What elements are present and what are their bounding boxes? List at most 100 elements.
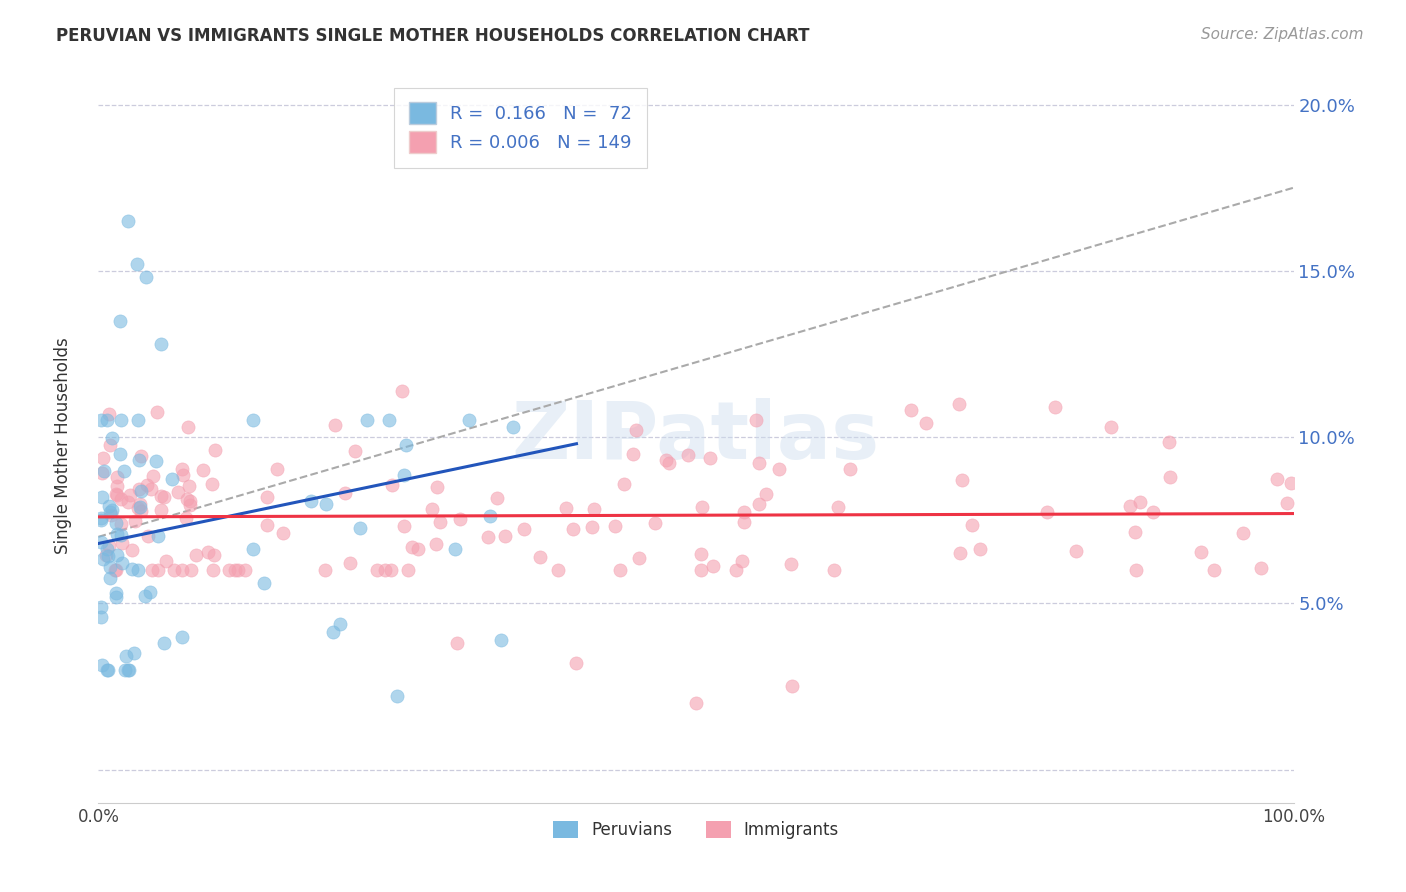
- Point: [1250, 561, 1272, 575]
- Point: [96, 541, 118, 556]
- Point: [827, 500, 849, 514]
- Point: [91, 451, 114, 466]
- Point: [555, 500, 578, 515]
- Point: [170, 461, 193, 475]
- Point: [176, 420, 198, 434]
- Point: [90, 513, 112, 527]
- Point: [97, 539, 120, 553]
- Point: [114, 663, 136, 677]
- Point: [839, 461, 862, 475]
- Point: [176, 511, 198, 525]
- Point: [609, 563, 631, 577]
- Point: [724, 563, 747, 577]
- Point: [166, 485, 188, 500]
- Point: [96, 663, 118, 677]
- Point: [1232, 526, 1254, 541]
- Point: [562, 522, 585, 536]
- Point: [948, 546, 970, 560]
- Point: [823, 563, 845, 577]
- Point: [565, 656, 588, 670]
- Point: [406, 541, 429, 556]
- Point: [748, 456, 770, 470]
- Point: [547, 563, 569, 577]
- Point: [485, 491, 508, 505]
- Point: [121, 543, 143, 558]
- Point: [201, 477, 224, 491]
- Point: [97, 663, 120, 677]
- Text: Single Mother Households: Single Mother Households: [55, 338, 72, 554]
- Point: [685, 696, 707, 710]
- Point: [142, 468, 165, 483]
- Point: [1099, 419, 1122, 434]
- Point: [271, 526, 294, 541]
- Point: [513, 522, 536, 536]
- Point: [948, 397, 970, 411]
- Point: [98, 505, 121, 519]
- Point: [117, 663, 139, 677]
- Point: [315, 497, 337, 511]
- Point: [458, 413, 481, 427]
- Point: [197, 545, 219, 559]
- Point: [94, 548, 117, 562]
- Point: [128, 497, 150, 511]
- Point: [107, 479, 129, 493]
- Point: [172, 468, 194, 483]
- Point: [172, 630, 194, 644]
- Point: [960, 518, 983, 533]
- Point: [105, 548, 128, 562]
- Point: [128, 500, 150, 515]
- Point: [136, 478, 159, 492]
- Point: [699, 451, 721, 466]
- Point: [605, 519, 627, 533]
- Point: [392, 518, 415, 533]
- Point: [179, 493, 201, 508]
- Point: [149, 503, 172, 517]
- Point: [139, 584, 162, 599]
- Point: [101, 431, 124, 445]
- Point: [90, 535, 112, 549]
- Point: [266, 462, 288, 476]
- Point: [110, 491, 132, 506]
- Point: [479, 509, 502, 524]
- Legend: Peruvians, Immigrants: Peruvians, Immigrants: [546, 814, 846, 846]
- Point: [378, 413, 401, 427]
- Point: [90, 511, 112, 525]
- Point: [768, 462, 790, 476]
- Point: [146, 563, 169, 577]
- Point: [1129, 495, 1152, 509]
- Point: [136, 529, 159, 543]
- Point: [644, 516, 666, 531]
- Point: [124, 514, 146, 528]
- Point: [111, 557, 134, 571]
- Point: [950, 473, 973, 487]
- Point: [110, 447, 132, 461]
- Point: [101, 503, 124, 517]
- Point: [690, 500, 713, 515]
- Point: [702, 558, 724, 573]
- Point: [426, 480, 449, 494]
- Point: [356, 413, 378, 427]
- Point: [401, 540, 423, 554]
- Point: [745, 413, 768, 427]
- Point: [1157, 434, 1180, 449]
- Point: [443, 541, 465, 556]
- Point: [253, 576, 276, 591]
- Point: [117, 214, 139, 228]
- Point: [333, 486, 356, 500]
- Point: [969, 541, 991, 556]
- Point: [395, 438, 418, 452]
- Point: [1125, 563, 1147, 577]
- Point: [153, 636, 176, 650]
- Point: [1159, 469, 1181, 483]
- Point: [380, 478, 402, 492]
- Point: [613, 476, 636, 491]
- Point: [110, 413, 132, 427]
- Text: ZIPatlas: ZIPatlas: [512, 398, 880, 476]
- Point: [582, 502, 605, 516]
- Point: [329, 617, 352, 632]
- Point: [224, 563, 246, 577]
- Point: [1043, 400, 1066, 414]
- Point: [256, 490, 278, 504]
- Point: [110, 528, 132, 542]
- Point: [446, 636, 468, 650]
